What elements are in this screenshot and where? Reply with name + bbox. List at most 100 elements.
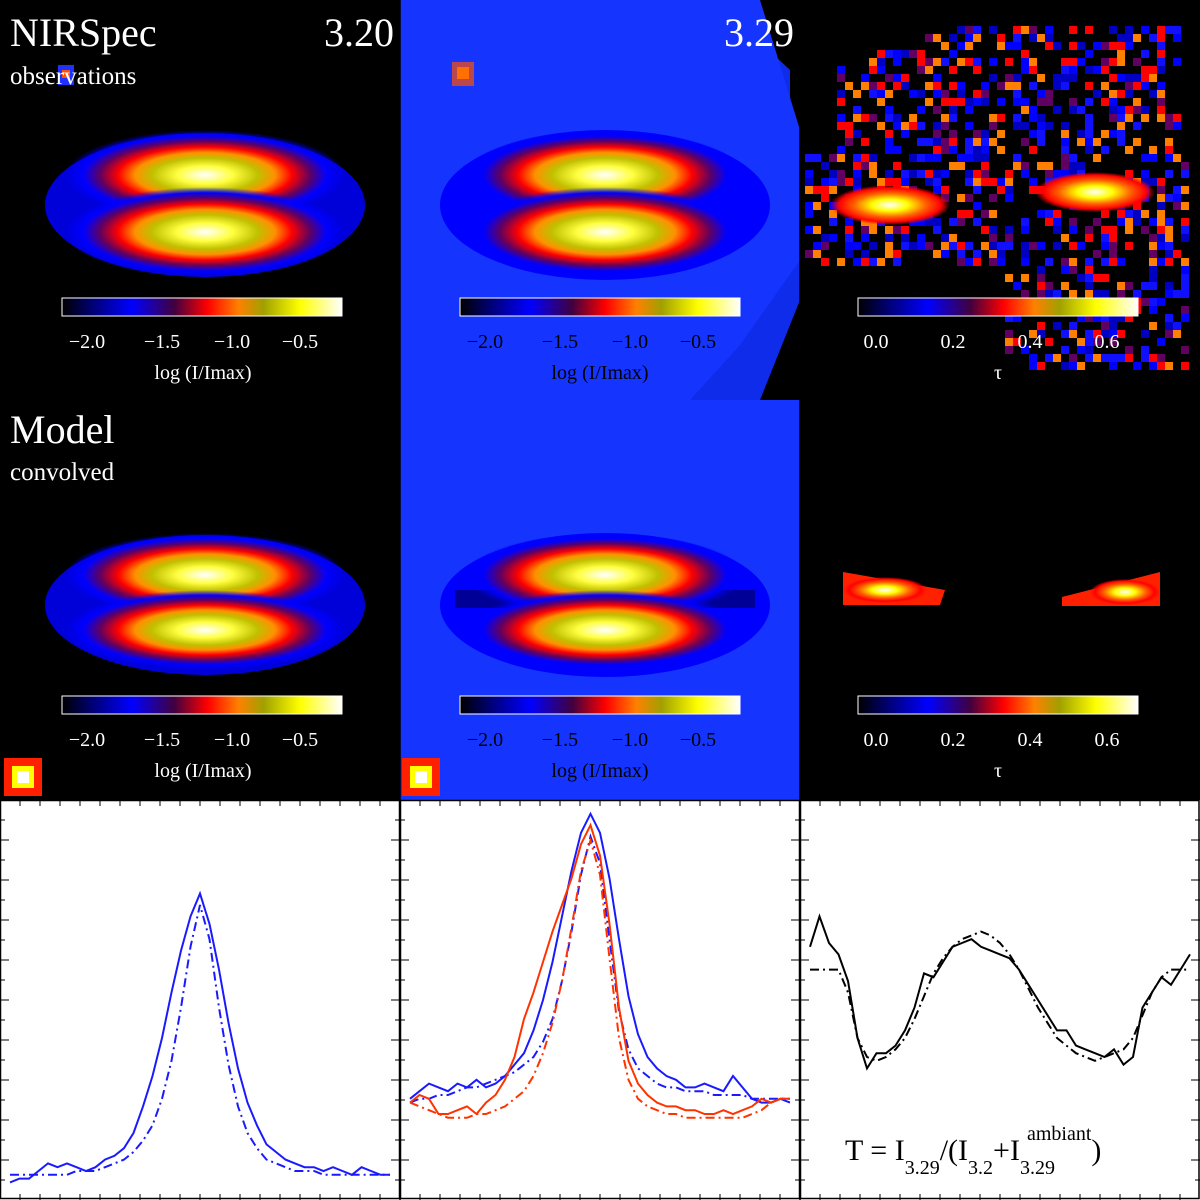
tau-noise-pixel [901, 50, 909, 58]
tau-noise-pixel [1021, 50, 1029, 58]
tau-noise-pixel [1013, 74, 1021, 82]
tau-noise-pixel [821, 162, 829, 170]
tau-noise-pixel [933, 178, 941, 186]
tau-noise-pixel [837, 90, 845, 98]
row2-subtitle: convolved [10, 459, 115, 486]
tau-noise-pixel [1085, 258, 1093, 266]
tau-noise-pixel [1157, 50, 1165, 58]
tau-noise-pixel [1053, 210, 1061, 218]
tau-noise-pixel [1165, 170, 1173, 178]
tau-noise-pixel [1045, 90, 1053, 98]
tau-noise-pixel [1173, 194, 1181, 202]
tau-noise-pixel [1117, 90, 1125, 98]
tau-noise-pixel [1109, 258, 1117, 266]
tau-noise-pixel [813, 186, 821, 194]
tau-noise-pixel [1157, 298, 1165, 306]
tau-noise-pixel [1029, 130, 1037, 138]
tau-noise-pixel [861, 154, 869, 162]
tau-noise-pixel [885, 226, 893, 234]
tau-noise-pixel [1093, 42, 1101, 50]
tau-noise-pixel [1165, 282, 1173, 290]
tau-noise-pixel [1173, 330, 1181, 338]
tau-noise-pixel [1093, 314, 1101, 322]
tau-noise-pixel [1157, 210, 1165, 218]
tau-noise-pixel [917, 154, 925, 162]
tau-noise-pixel [933, 130, 941, 138]
tau-noise-pixel [1021, 346, 1029, 354]
tau-noise-pixel [1069, 74, 1077, 82]
tau-noise-pixel [1157, 242, 1165, 250]
tau-noise-pixel [949, 66, 957, 74]
tau-noise-pixel [1085, 226, 1093, 234]
tau-noise-pixel [909, 170, 917, 178]
tau-noise-pixel [869, 242, 877, 250]
tau-noise-pixel [1125, 282, 1133, 290]
tau-noise-pixel [965, 26, 973, 34]
tau-noise-pixel [861, 250, 869, 258]
tau-noise-pixel [933, 34, 941, 42]
tau-noise-pixel [1053, 82, 1061, 90]
tau-noise-pixel [1045, 98, 1053, 106]
tau-noise-pixel [829, 186, 837, 194]
tau-noise-pixel [973, 34, 981, 42]
tau-noise-pixel [1125, 146, 1133, 154]
colorbar-label: log (I/Imax) [551, 362, 648, 384]
tau-noise-pixel [981, 154, 989, 162]
tau-noise-pixel [933, 122, 941, 130]
tau-noise-pixel [949, 162, 957, 170]
tau-noise-pixel [1157, 338, 1165, 346]
tau-noise-pixel [1173, 186, 1181, 194]
tau-noise-pixel [1125, 82, 1133, 90]
tau-noise-pixel [853, 114, 861, 122]
colorbar-tick: −1.5 [144, 331, 180, 353]
tau-noise-pixel [1157, 42, 1165, 50]
tau-noise-pixel [1005, 330, 1013, 338]
tau-noise-pixel [1173, 250, 1181, 258]
tau-noise-pixel [1093, 290, 1101, 298]
tau-noise-pixel [1061, 162, 1069, 170]
tau-noise-pixel [1181, 314, 1189, 322]
tau-noise-pixel [1085, 50, 1093, 58]
tau-noise-pixel [925, 58, 933, 66]
series-line-model-blue- [409, 833, 790, 1104]
tau-noise-pixel [933, 226, 941, 234]
tau-noise-pixel [1061, 58, 1069, 66]
obs-panel-3.29: 3.29 −2.0 −1.5 −1.0 −0.5 log (I/Imax) [400, 0, 800, 400]
tau-noise-pixel [1117, 34, 1125, 42]
tau-noise-pixel [1045, 34, 1053, 42]
tau-noise-pixel [1149, 218, 1157, 226]
tau-noise-pixel [1165, 146, 1173, 154]
tau-noise-pixel [1157, 66, 1165, 74]
tau-noise-pixel [965, 58, 973, 66]
tau-noise-pixel [1149, 306, 1157, 314]
tau-noise-pixel [861, 74, 869, 82]
tau-noise-pixel [877, 58, 885, 66]
series-line-observations [809, 913, 1191, 1071]
tau-noise-pixel [837, 170, 845, 178]
tau-noise-pixel [1101, 146, 1109, 154]
tau-noise-pixel [957, 250, 965, 258]
tau-noise-pixel [1013, 122, 1021, 130]
tau-noise-pixel [1005, 178, 1013, 186]
tau-noise-pixel [1013, 98, 1021, 106]
tau-noise-pixel [989, 210, 997, 218]
tau-noise-pixel [893, 58, 901, 66]
tau-noise-pixel [1133, 290, 1141, 298]
tau-noise-pixel [885, 130, 893, 138]
tau-noise-pixel [1181, 282, 1189, 290]
tau-noise-pixel [1085, 122, 1093, 130]
tau-noise-pixel [933, 146, 941, 154]
tau-noise-pixel [1165, 330, 1173, 338]
tau-noise-pixel [949, 242, 957, 250]
tau-noise-pixel [989, 122, 997, 130]
tau-noise-pixel [949, 106, 957, 114]
tau-noise-pixel [1109, 242, 1117, 250]
wavelength-label-3.20: 3.20 [324, 10, 394, 55]
tau-noise-pixel [989, 258, 997, 266]
tau-noise-pixel [1101, 290, 1109, 298]
tau-noise-pixel [1149, 274, 1157, 282]
tau-noise-pixel [949, 82, 957, 90]
tau-noise-pixel [981, 226, 989, 234]
tau-noise-pixel [1069, 218, 1077, 226]
tau-noise-pixel [853, 154, 861, 162]
